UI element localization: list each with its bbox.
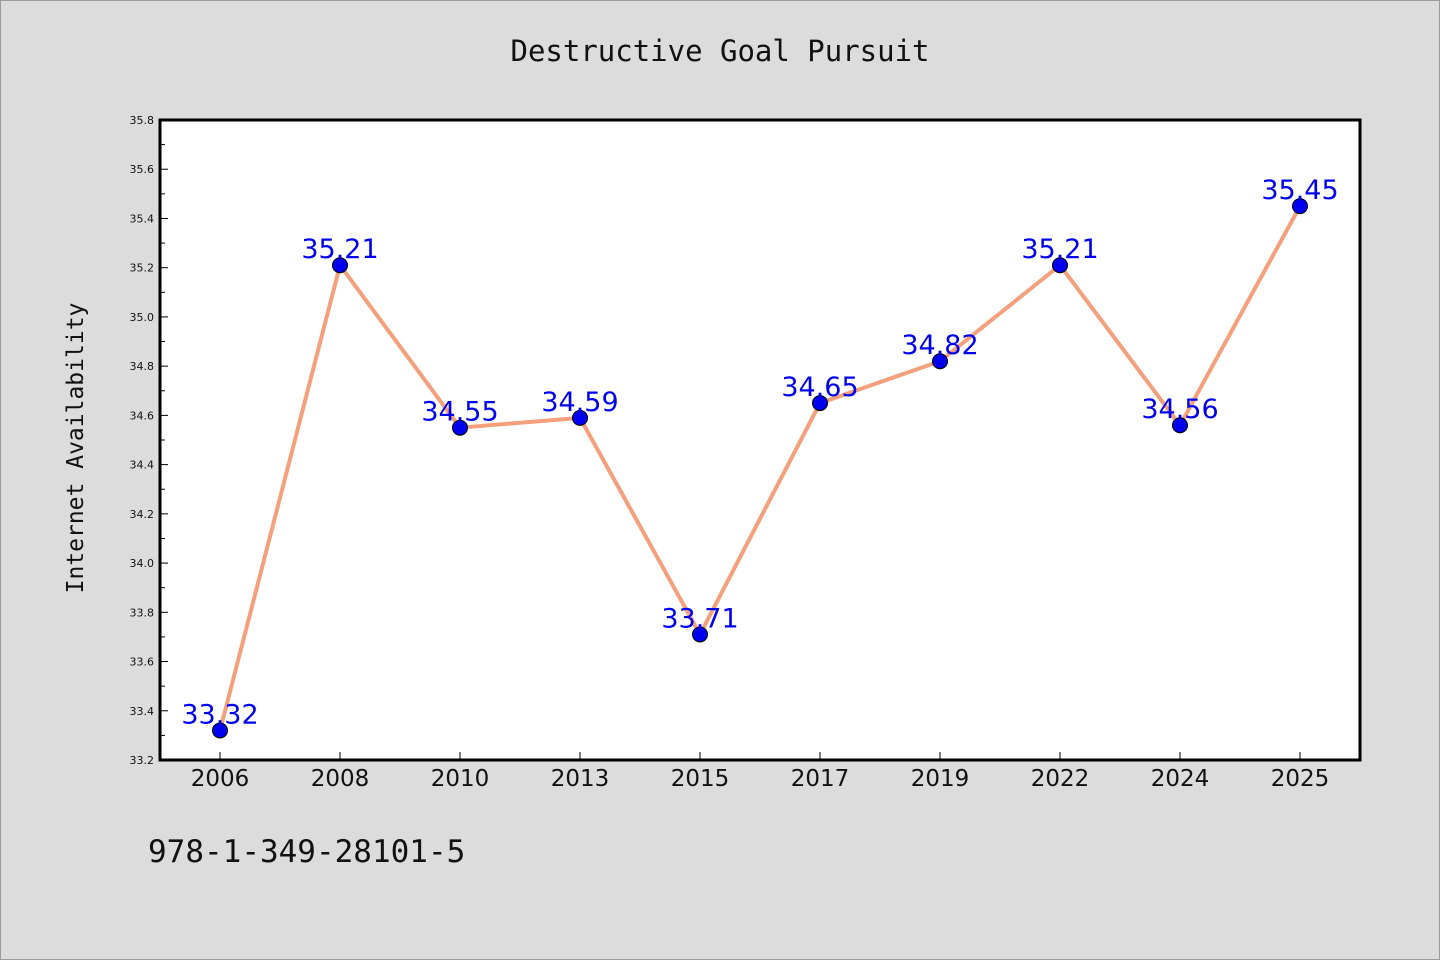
y-tick-label: 33.2: [130, 754, 155, 767]
series-line: [218, 205, 1302, 731]
y-tick-label: 35.8: [130, 114, 155, 127]
data-point: [332, 257, 348, 274]
data-label: 34.56: [1141, 394, 1218, 425]
x-tick-label: 2022: [1031, 766, 1090, 792]
data-label: 35.21: [301, 234, 378, 265]
isbn-footer: 978-1-349-28101-5: [148, 834, 466, 870]
y-tick-label: 34.4: [130, 459, 155, 472]
y-tick-label: 35.6: [130, 163, 155, 176]
chart-title: Destructive Goal Pursuit: [510, 34, 930, 68]
data-label: 33.71: [661, 603, 738, 634]
y-tick-label: 33.4: [130, 705, 155, 718]
data-label: 33.32: [181, 699, 258, 730]
y-tick-label: 34.6: [130, 409, 155, 422]
data-label: 34.65: [781, 372, 858, 403]
data-point: [932, 353, 948, 370]
data-point: [452, 419, 468, 436]
x-tick-label: 2015: [671, 766, 730, 792]
x-tick-label: 2017: [791, 766, 850, 792]
x-tick-label: 2008: [311, 766, 370, 792]
data-point: [212, 722, 228, 739]
data-point: [812, 395, 828, 412]
data-point: [1172, 417, 1188, 434]
x-tick-label: 2010: [431, 766, 490, 792]
data-point: [1292, 198, 1308, 215]
data-label: 35.21: [1021, 234, 1098, 265]
data-point: [1052, 257, 1068, 274]
data-point: [572, 409, 588, 426]
y-tick-label: 35.2: [130, 262, 155, 275]
y-tick-label: 33.8: [130, 606, 155, 619]
x-tick-label: 2013: [551, 766, 610, 792]
data-point: [692, 626, 708, 643]
data-label: 34.55: [421, 397, 498, 428]
y-tick-label: 34.0: [130, 557, 155, 570]
y-tick-label: 33.6: [130, 656, 155, 669]
data-label: 34.59: [541, 387, 618, 418]
y-tick-label: 35.0: [130, 311, 155, 324]
x-tick-label: 2006: [191, 766, 250, 792]
plot-border: [158, 118, 1362, 762]
x-tick-label: 2019: [911, 766, 970, 792]
x-tick-label: 2024: [1151, 766, 1210, 792]
data-label: 35.45: [1261, 175, 1338, 206]
plot-area: [160, 120, 1360, 760]
x-tick-label: 2025: [1271, 766, 1330, 792]
y-tick-label: 34.8: [130, 360, 155, 373]
data-label: 34.82: [901, 330, 978, 361]
y-tick-label: 34.2: [130, 508, 155, 521]
y-tick-label: 35.4: [130, 212, 155, 225]
